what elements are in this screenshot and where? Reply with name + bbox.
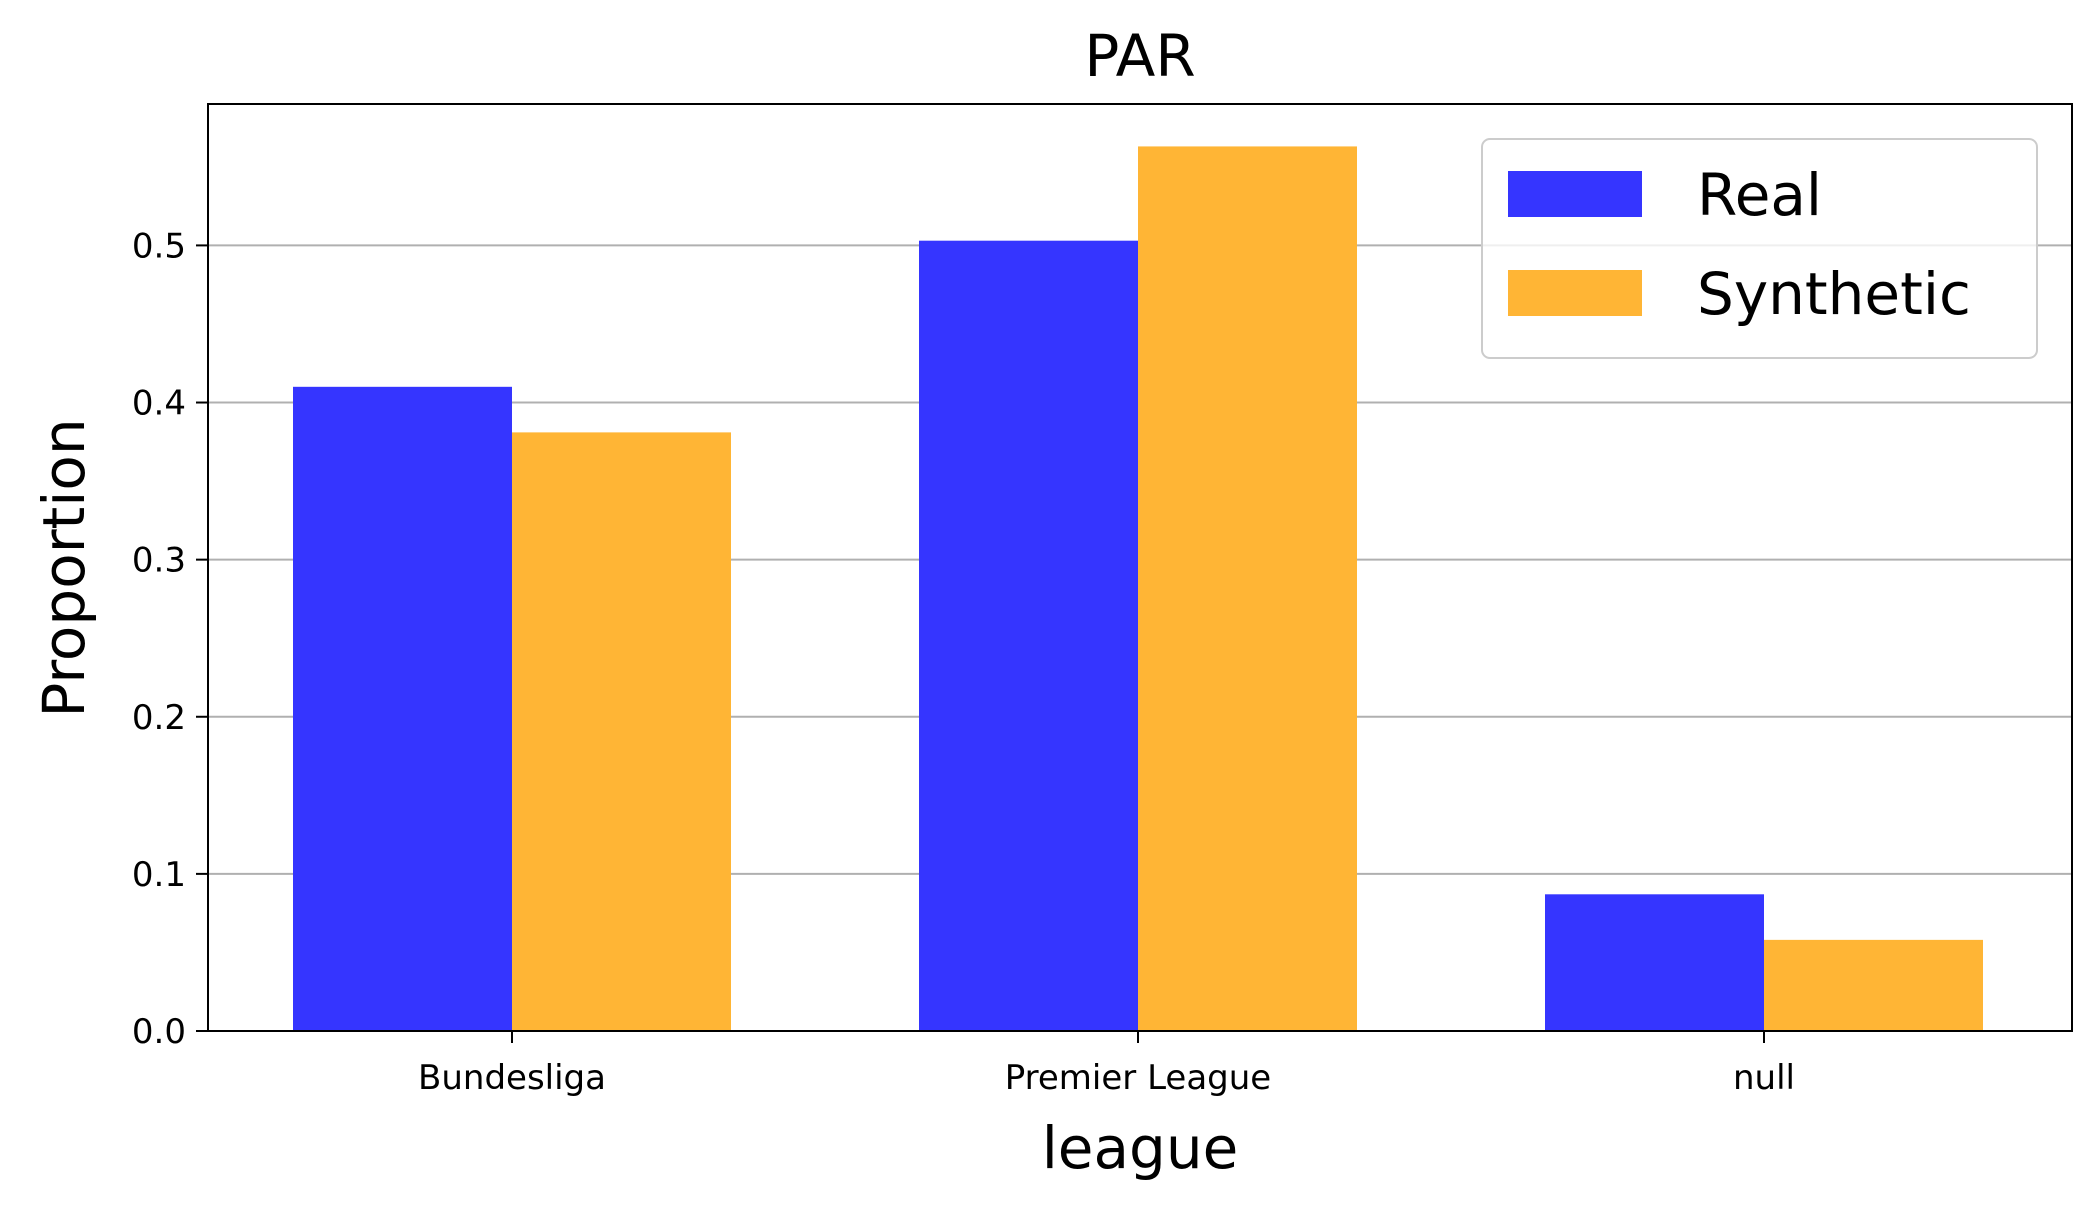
y-axis-label: Proportion: [30, 418, 98, 717]
legend: Real Synthetic: [1481, 138, 2038, 359]
legend-label-real: Real: [1697, 161, 1822, 229]
y-axis-ticks: 0.0 0.1 0.2 0.3 0.4 0.5: [132, 226, 208, 1052]
x-tick-label: Premier League: [1005, 1058, 1271, 1098]
x-tick-label: Bundesliga: [418, 1058, 606, 1098]
bar-synthetic-bundesliga: [512, 432, 731, 1032]
y-tick-label: 0.2: [132, 698, 186, 738]
bar-synthetic-premier-league: [1138, 146, 1357, 1032]
bar-real-premier-league: [919, 240, 1138, 1031]
plot-frame: [207, 103, 2073, 1032]
x-axis-ticks: Bundesliga Premier League null: [418, 1031, 1795, 1098]
chart-title: PAR: [1084, 22, 1195, 90]
y-tick-label: 0.4: [132, 384, 186, 424]
x-axis-label: league: [1042, 1114, 1239, 1182]
x-tick-label: null: [1733, 1058, 1795, 1098]
y-tick-label: 0.3: [132, 541, 186, 581]
bar-real-null: [1545, 894, 1764, 1031]
legend-swatch-synthetic: [1508, 270, 1642, 316]
y-tick-label: 0.1: [132, 855, 186, 895]
bar-synthetic-null: [1764, 939, 1983, 1031]
bars: [293, 146, 1983, 1032]
y-tick-label: 0.0: [132, 1012, 186, 1052]
legend-label-synthetic: Synthetic: [1697, 260, 1971, 328]
legend-swatch-real: [1508, 171, 1642, 217]
y-tick-label: 0.5: [132, 226, 186, 266]
bar-real-bundesliga: [293, 386, 512, 1031]
